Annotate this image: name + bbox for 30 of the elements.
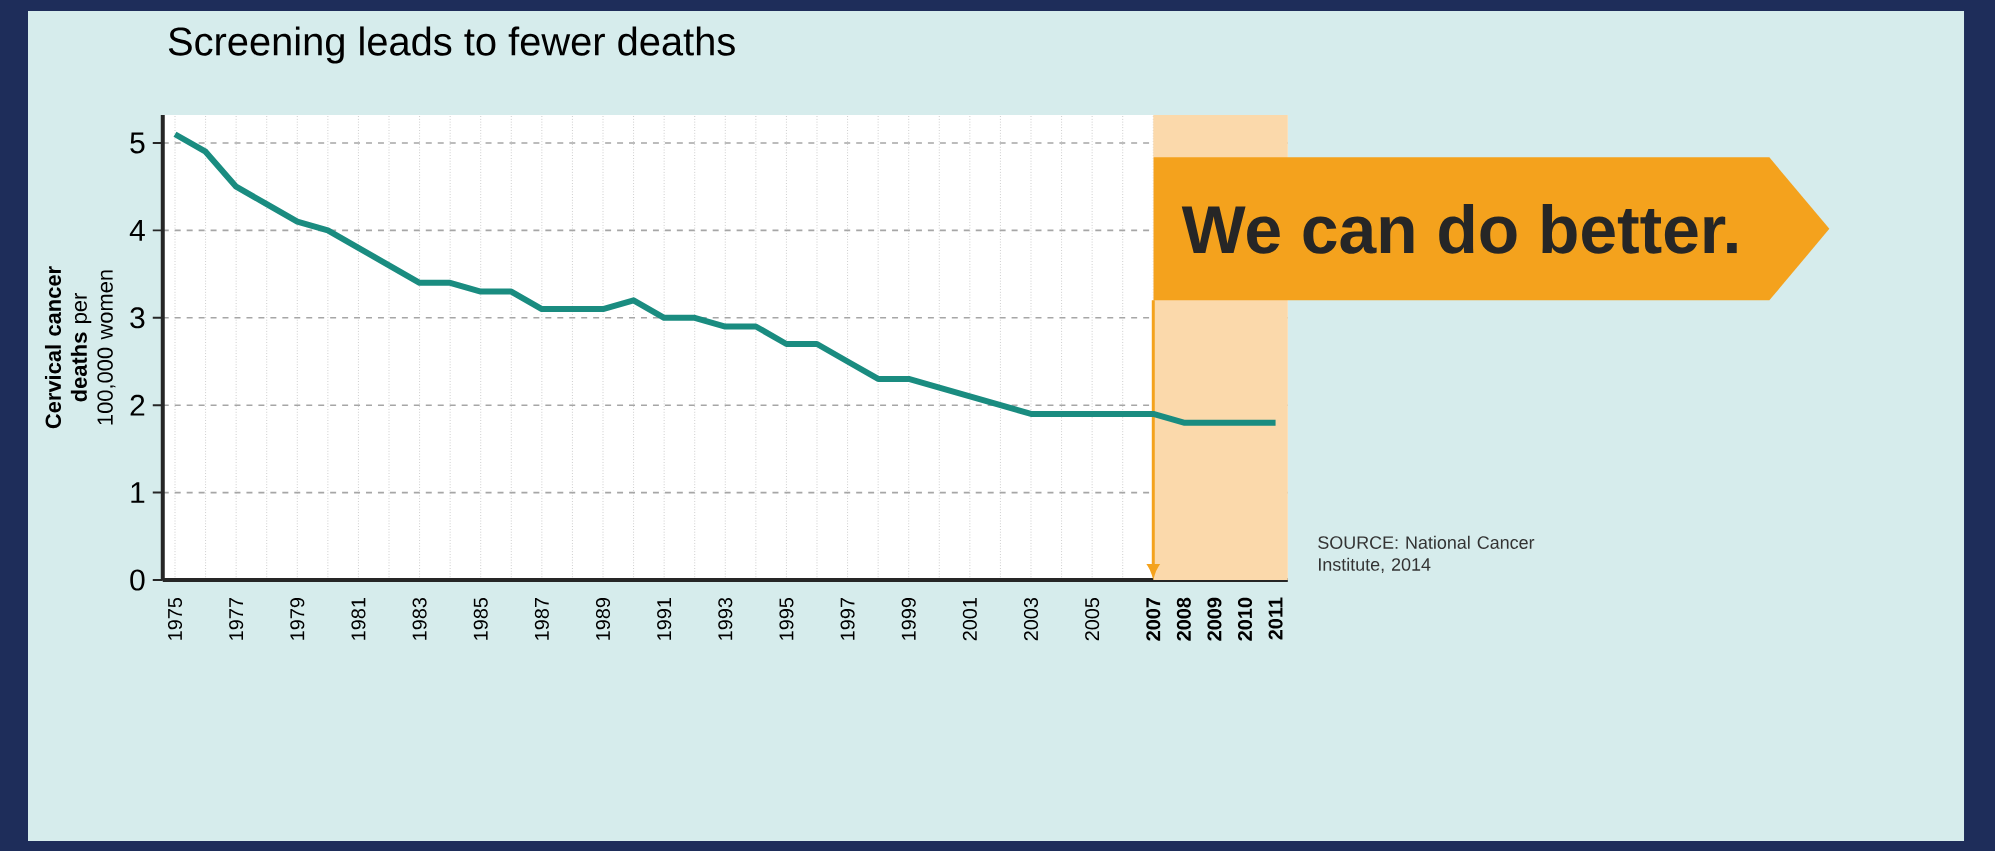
x-tick-label: 2007 [1146, 597, 1161, 641]
x-tick-label: 1985 [473, 597, 488, 640]
x-tick-label: 1993 [718, 597, 733, 640]
x-tick-label: 2005 [1085, 597, 1100, 641]
band-label: We can do better. [1181, 203, 1737, 254]
x-tick-label: 2009 [1207, 597, 1222, 641]
source-note: SOURCE: National Cancer Institute, 2014 [1318, 535, 1535, 573]
x-tick-label: 1999 [901, 597, 916, 640]
x-tick-label: 1987 [534, 598, 549, 640]
x-tick-label: 1979 [290, 597, 305, 640]
x-tick-label: 1995 [779, 597, 794, 640]
x-tick-label: 2003 [1023, 597, 1039, 641]
y-tick-label: 0 [130, 569, 145, 591]
x-tick-label: 2011 [1268, 597, 1283, 640]
x-tick-label: 1975 [167, 597, 183, 640]
x-tick-label: 1997 [840, 598, 855, 640]
x-tick-label: 2001 [962, 598, 977, 641]
y-tick-label: 3 [130, 307, 145, 329]
y-tick-label: 4 [129, 220, 145, 241]
x-tick-label: 1977 [229, 598, 244, 640]
x-tick-label: 1991 [657, 598, 672, 640]
x-tick-label: 1981 [351, 598, 366, 640]
x-tick-label: 2008 [1176, 597, 1191, 641]
y-tick-label: 5 [130, 132, 145, 154]
y-tick-label: 2 [130, 394, 145, 416]
x-tick-label: 1989 [595, 597, 611, 640]
x-tick-label: 1983 [412, 597, 427, 640]
x-tick-label: 2010 [1237, 597, 1253, 641]
chart-title: Screening leads to fewer deaths [168, 26, 735, 64]
y-tick-label: 1 [131, 482, 145, 503]
